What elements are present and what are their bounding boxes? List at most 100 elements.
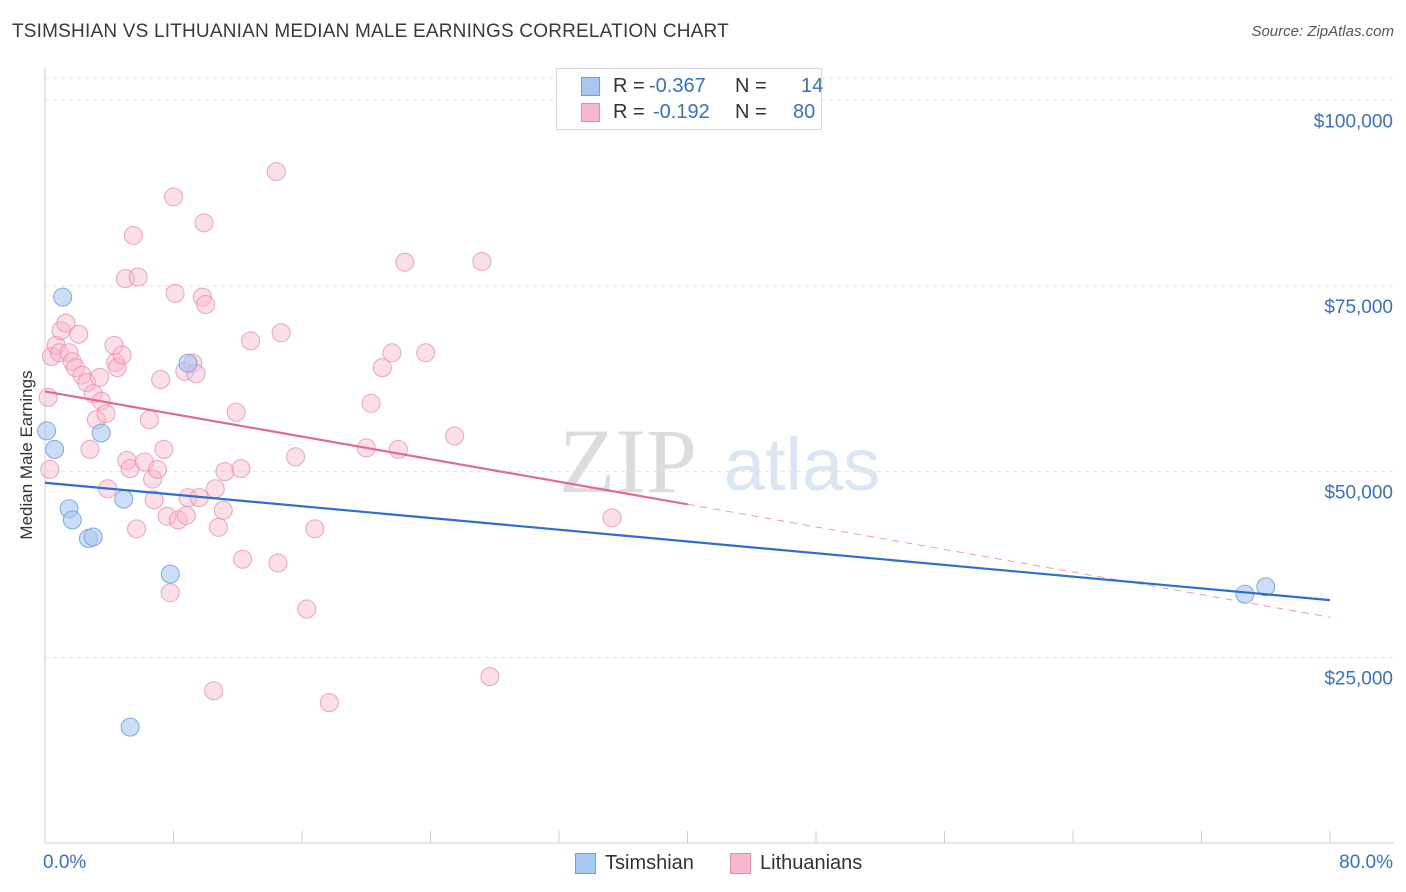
point-lithuanian [208, 517, 228, 537]
point-tsimshian [1235, 584, 1255, 604]
bottom-legend-label-lithuanians: Lithuanians [760, 852, 863, 874]
point-lithuanian [96, 404, 116, 424]
point-lithuanian [416, 343, 436, 363]
chart-title: TSIMSHIAN VS LITHUANIAN MEDIAN MALE EARN… [12, 21, 729, 42]
bottom-legend-label-tsimshian: Tsimshian [605, 852, 694, 874]
point-lithuanian [361, 393, 381, 413]
y-tick-labels: $25,000 $50,000 $75,000 $100,000 [1314, 111, 1393, 689]
point-lithuanian [104, 335, 124, 355]
point-lithuanian [56, 313, 76, 333]
point-lithuanian [66, 358, 86, 378]
point-tsimshian [120, 717, 140, 737]
point-tsimshian [1256, 577, 1276, 597]
point-tsimshian [91, 423, 111, 443]
point-lithuanian [165, 283, 185, 303]
point-tsimshian [53, 287, 73, 307]
legend-r-value-lithuanians: -0.192 [653, 101, 710, 123]
trend-lines [687, 503, 1331, 618]
point-lithuanian [231, 459, 251, 479]
legend-n-label: N = [735, 101, 767, 123]
grid-lines [45, 77, 1394, 658]
point-lithuanian [112, 345, 132, 365]
y-tick-label: $50,000 [1324, 483, 1393, 504]
y-axis-label: Median Male Earnings [17, 370, 36, 539]
x-axis-max-label: 80.0% [1339, 852, 1393, 873]
point-lithuanian [395, 252, 415, 272]
point-lithuanian [80, 439, 100, 459]
legend-r-value-tsimshian: -0.367 [649, 75, 706, 97]
point-lithuanian [164, 187, 183, 207]
trend-line-lithuanians-extension [687, 503, 1331, 618]
point-lithuanian [266, 162, 286, 182]
data-points [37, 162, 1331, 737]
point-lithuanian [602, 508, 622, 528]
point-lithuanian [69, 324, 89, 344]
x-axis-min-label: 0.0% [43, 852, 87, 873]
trend-line-tsimshian [44, 481, 1331, 602]
source-label: Source: ZipAtlas.com [1251, 23, 1394, 40]
point-lithuanian [213, 500, 233, 520]
point-lithuanian [143, 469, 163, 489]
point-lithuanian [271, 323, 291, 343]
point-lithuanian [147, 459, 167, 479]
point-lithuanian [144, 490, 164, 510]
point-tsimshian [83, 527, 103, 547]
point-lithuanian [319, 693, 339, 713]
legend-swatch-tsimshian [581, 77, 600, 96]
point-tsimshian [37, 421, 57, 441]
point-lithuanian [233, 549, 253, 569]
point-lithuanian [204, 681, 224, 701]
y-tick-label: $75,000 [1324, 297, 1393, 318]
point-lithuanian [127, 519, 147, 539]
correlation-legend: R = -0.367 N = 14 R = -0.192 N = 80 [556, 68, 824, 130]
point-lithuanian [297, 599, 317, 619]
point-tsimshian [114, 489, 134, 509]
legend-n-value-lithuanians: 80 [793, 101, 816, 123]
legend-r-label: R = [613, 75, 645, 97]
y-tick-label: $25,000 [1324, 668, 1393, 689]
point-lithuanian [107, 358, 127, 378]
point-lithuanian [157, 506, 177, 526]
point-lithuanian [90, 367, 110, 387]
y-tick-label: $100,000 [1314, 111, 1393, 132]
point-lithuanian [226, 402, 246, 422]
point-lithuanian [472, 251, 492, 271]
point-lithuanian [151, 370, 171, 390]
trend-line-lithuanians [44, 390, 688, 506]
point-tsimshian [62, 510, 82, 530]
point-tsimshian [178, 353, 198, 373]
point-lithuanian [372, 358, 392, 378]
point-lithuanian [40, 459, 60, 479]
point-lithuanian [241, 331, 261, 351]
watermark-zip: ZIP [559, 410, 697, 512]
bottom-legend-swatch-lithuanians [730, 853, 751, 874]
point-lithuanian [196, 295, 216, 315]
legend-r-label: R = [613, 101, 645, 123]
point-lithuanian [154, 439, 174, 459]
point-lithuanian [268, 553, 288, 573]
point-lithuanian [176, 505, 196, 525]
point-tsimshian [160, 564, 180, 584]
bottom-legend-swatch-tsimshian [575, 853, 596, 874]
legend-n-label: N = [735, 75, 767, 97]
point-lithuanian [382, 343, 402, 363]
point-lithuanian [215, 462, 235, 482]
point-tsimshian [45, 439, 65, 459]
point-lithuanian [205, 479, 225, 499]
legend-n-value-tsimshian: 14 [801, 75, 824, 97]
legend-swatch-lithuanians [581, 103, 600, 122]
point-lithuanian [194, 213, 214, 233]
point-lithuanian [286, 447, 306, 467]
point-lithuanian [305, 519, 325, 539]
point-lithuanian [139, 410, 159, 430]
point-lithuanian [160, 583, 180, 603]
point-lithuanian [480, 667, 500, 687]
point-lithuanian [123, 225, 143, 245]
point-lithuanian [77, 373, 97, 393]
point-lithuanian [445, 426, 465, 446]
axes [44, 68, 1394, 844]
point-lithuanian [62, 352, 82, 372]
point-lithuanian [128, 267, 148, 287]
watermark-atlas: atlas [724, 423, 880, 506]
